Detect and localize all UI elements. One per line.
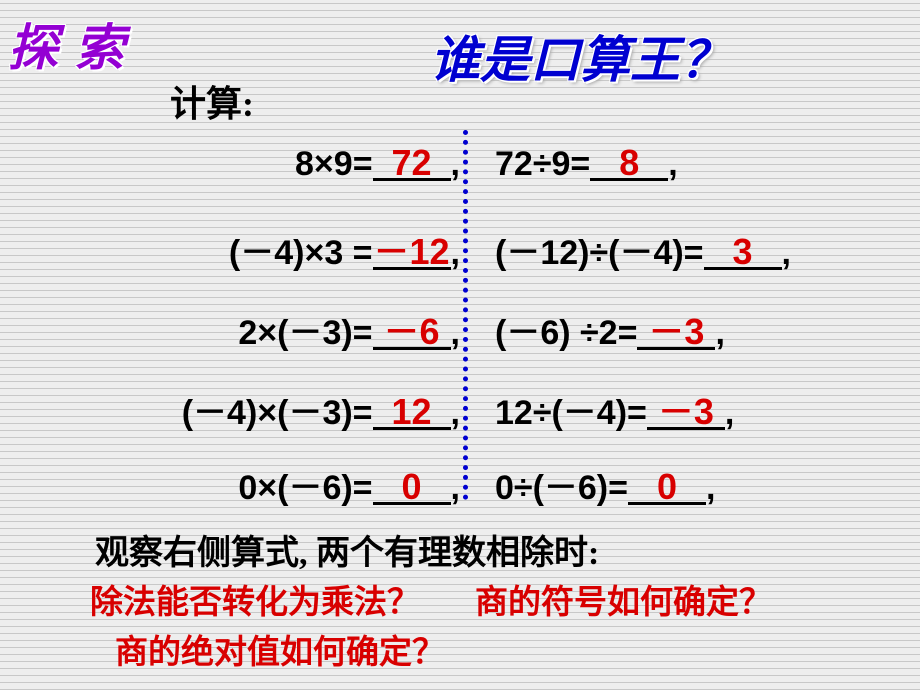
equation-tail: ,	[725, 394, 734, 432]
vertical-divider	[463, 130, 468, 500]
answer-blank: －12	[373, 234, 451, 270]
answer-blank: 72	[373, 145, 451, 181]
equation-row: 0÷(－6)= 0,	[495, 460, 715, 509]
equation-tail: ,	[782, 234, 791, 272]
answer-value: 0	[402, 469, 422, 505]
equation-tail: ,	[451, 394, 460, 432]
answer-blank: 12	[373, 394, 451, 430]
equation-tail: ,	[715, 314, 724, 352]
equation-tail: ,	[451, 469, 460, 507]
equation-row: 8×9= 72,	[295, 145, 460, 184]
answer-blank: 8	[590, 145, 668, 181]
answer-value: 12	[392, 394, 432, 430]
answer-blank: －3	[647, 394, 725, 430]
answer-value: 72	[392, 145, 432, 181]
answer-value: 0	[657, 469, 677, 505]
equation-expression: 12÷(－4)=	[495, 394, 647, 432]
equation-row: 12÷(－4)= －3,	[495, 385, 734, 434]
answer-value: －3	[648, 314, 704, 350]
answer-blank: 0	[628, 469, 706, 505]
equation-row: 72÷9= 8,	[495, 145, 678, 184]
answer-value: －3	[658, 394, 714, 430]
question-line-3: 商的绝对值如何确定？	[115, 625, 445, 673]
equation-expression: 2×(－3)=	[238, 314, 372, 352]
question-line-2a: 除法能否转化为乘法？	[90, 575, 420, 623]
equation-tail: ,	[451, 234, 460, 272]
equation-row: 0×(－6)= 0,	[238, 460, 460, 509]
question-line-2b: 商的符号如何确定？	[475, 575, 772, 623]
equation-tail: ,	[451, 314, 460, 352]
equation-row: 2×(－3)= －6,	[238, 305, 460, 354]
answer-blank: －3	[637, 314, 715, 350]
equation-expression: 8×9=	[295, 145, 373, 183]
equation-expression: 0÷(－6)=	[495, 469, 628, 507]
equation-expression: (－12)÷(－4)=	[495, 234, 704, 272]
answer-value: 8	[619, 145, 639, 181]
equation-expression: (－4)×3 =	[229, 234, 373, 272]
equation-tail: ,	[451, 145, 460, 183]
equation-row: (－4)×3 =－12,	[229, 225, 460, 274]
equation-tail: ,	[706, 469, 715, 507]
page-heading: 谁是口算王？	[430, 20, 730, 92]
equation-row: (－4)×(－3)= 12,	[182, 385, 460, 434]
answer-value: －6	[384, 314, 440, 350]
equation-expression: (－4)×(－3)=	[182, 394, 373, 432]
equation-expression: 0×(－6)=	[238, 469, 372, 507]
subheading: 计算:	[170, 75, 254, 127]
corner-label: 探 索	[8, 8, 127, 80]
equation-expression: 72÷9=	[495, 145, 590, 183]
question-line-1: 观察右侧算式, 两个有理数相除时:	[95, 525, 599, 574]
answer-blank: 3	[704, 234, 782, 270]
answer-value: －12	[374, 234, 450, 270]
equation-row: (－6) ÷2= －3,	[495, 305, 725, 354]
answer-blank: 0	[373, 469, 451, 505]
equation-row: (－12)÷(－4)= 3,	[495, 225, 791, 274]
answer-value: 3	[733, 234, 753, 270]
answer-blank: －6	[373, 314, 451, 350]
equation-expression: (－6) ÷2=	[495, 314, 637, 352]
equation-tail: ,	[668, 145, 677, 183]
